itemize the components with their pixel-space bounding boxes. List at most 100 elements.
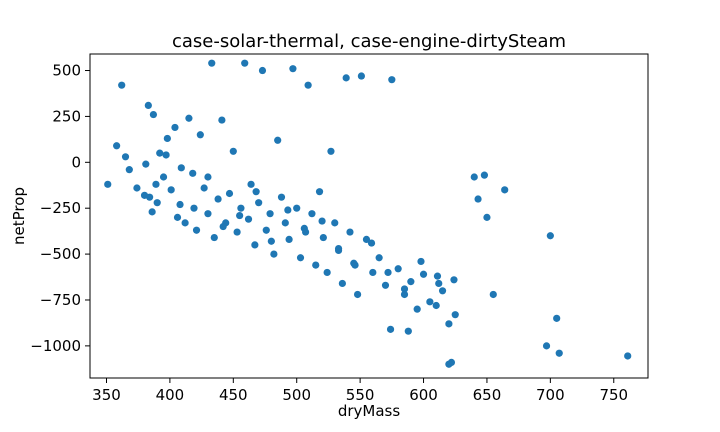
data-point xyxy=(181,219,189,227)
data-points xyxy=(104,59,632,368)
data-point xyxy=(319,233,327,242)
data-point xyxy=(133,184,141,192)
data-point xyxy=(258,66,267,75)
data-point xyxy=(432,301,440,310)
data-point xyxy=(185,114,193,122)
data-point xyxy=(225,189,234,198)
data-point xyxy=(173,213,182,221)
y-tick-label: −250 xyxy=(40,199,81,217)
data-point xyxy=(362,235,371,244)
data-point xyxy=(489,290,497,299)
data-point xyxy=(296,254,305,262)
data-point xyxy=(142,160,150,168)
data-point xyxy=(156,149,164,157)
data-point xyxy=(167,186,175,194)
data-point xyxy=(384,268,392,277)
data-point xyxy=(237,204,245,212)
data-point xyxy=(426,298,434,306)
data-point xyxy=(247,180,255,188)
data-point xyxy=(367,239,376,247)
data-point xyxy=(162,151,170,159)
data-point xyxy=(474,195,482,203)
data-point xyxy=(149,110,158,119)
data-point xyxy=(262,226,270,234)
data-point xyxy=(244,215,253,223)
data-point xyxy=(285,235,293,244)
data-point xyxy=(445,360,453,368)
data-point xyxy=(483,213,491,221)
y-tick-label: −1000 xyxy=(30,337,81,355)
data-point xyxy=(438,287,447,295)
data-point xyxy=(163,134,171,143)
data-point xyxy=(144,101,152,109)
data-point xyxy=(252,188,260,196)
y-tick-label: 500 xyxy=(52,62,81,80)
data-point xyxy=(315,188,324,196)
x-tick-label: 700 xyxy=(536,386,565,404)
data-point xyxy=(218,116,226,124)
x-tick-label: 450 xyxy=(219,386,248,404)
x-axis-label: dryMass xyxy=(338,402,401,420)
data-point xyxy=(327,147,335,155)
data-point xyxy=(413,305,421,313)
data-point xyxy=(204,210,212,218)
data-point xyxy=(346,228,354,236)
data-point xyxy=(152,180,160,188)
data-point xyxy=(267,237,275,245)
data-point xyxy=(241,59,249,67)
data-point xyxy=(400,290,409,299)
data-point xyxy=(542,342,551,350)
data-point xyxy=(229,147,237,155)
data-point xyxy=(318,217,326,225)
data-point xyxy=(118,81,126,89)
x-tick-label: 400 xyxy=(156,386,185,404)
data-point xyxy=(480,171,489,179)
data-point xyxy=(140,191,149,199)
data-point xyxy=(357,72,365,80)
x-tick-label: 500 xyxy=(282,386,311,404)
data-point xyxy=(381,281,390,289)
data-point xyxy=(400,285,409,293)
chart-title: case-solar-thermal, case-engine-dirtySte… xyxy=(172,31,566,52)
data-point xyxy=(284,206,292,214)
data-point xyxy=(417,257,425,266)
data-point xyxy=(289,65,297,73)
data-point xyxy=(450,276,458,284)
data-point xyxy=(342,74,350,82)
data-point xyxy=(404,327,412,335)
data-point xyxy=(255,199,263,207)
data-point xyxy=(470,173,478,181)
data-point xyxy=(312,261,320,269)
y-axis-ticks: 500 250 0 −250 −500 −750 −1000 xyxy=(30,62,90,355)
data-point xyxy=(407,278,415,286)
data-point xyxy=(171,123,179,132)
data-point xyxy=(200,184,208,192)
data-point xyxy=(159,173,168,181)
data-point xyxy=(334,246,343,255)
data-point xyxy=(435,279,443,288)
y-tick-label: −750 xyxy=(40,291,81,309)
data-point xyxy=(251,241,259,249)
x-axis-ticks: 350 400 450 500 550 600 650 700 750 xyxy=(92,378,628,404)
data-point xyxy=(196,131,204,139)
data-point xyxy=(270,250,278,258)
data-point xyxy=(125,166,133,174)
data-point xyxy=(624,352,632,360)
data-point xyxy=(148,208,156,216)
data-point xyxy=(208,59,216,67)
data-point xyxy=(113,142,121,150)
data-point xyxy=(555,349,563,357)
y-tick-label: −500 xyxy=(40,245,81,263)
data-point xyxy=(293,204,301,212)
data-point xyxy=(153,199,161,207)
data-point xyxy=(214,195,222,203)
data-point xyxy=(277,193,286,201)
plot-frame xyxy=(89,53,649,379)
x-tick-label: 550 xyxy=(346,386,375,404)
data-point xyxy=(419,270,428,278)
data-point xyxy=(189,169,197,177)
data-point xyxy=(338,279,346,288)
data-point xyxy=(451,311,459,319)
data-point xyxy=(190,204,198,212)
